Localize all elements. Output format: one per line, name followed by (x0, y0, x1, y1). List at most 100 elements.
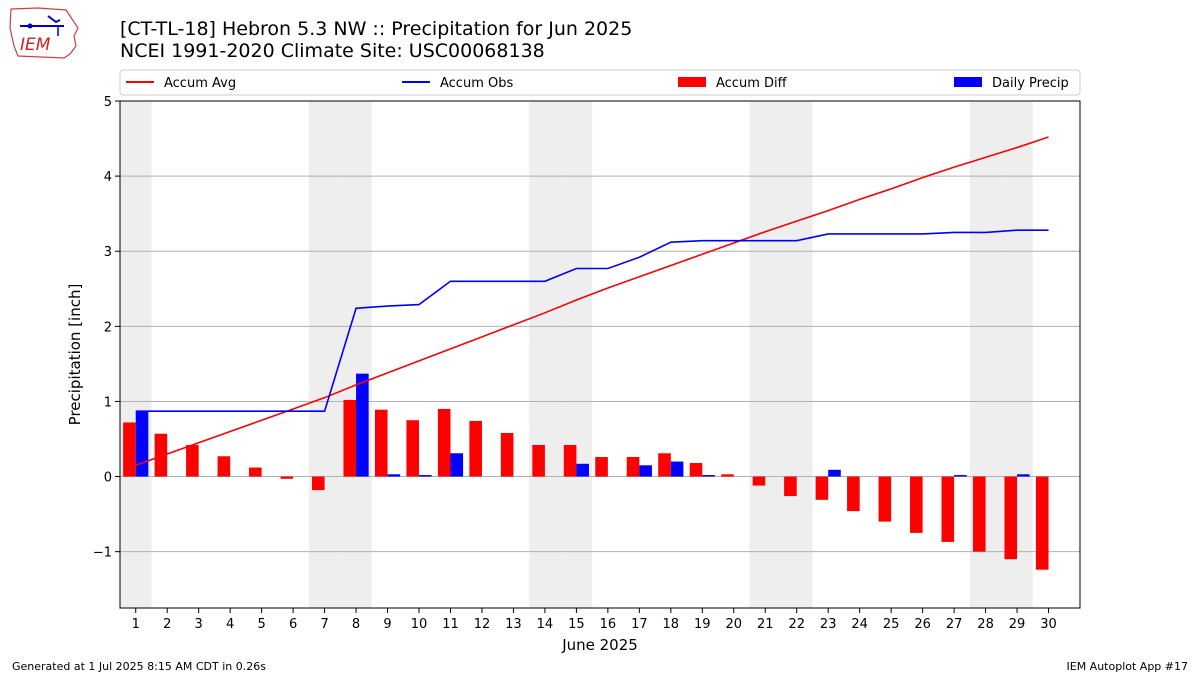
diff-bar (249, 467, 262, 477)
weekend-shade (340, 101, 372, 608)
x-tick-label: 13 (505, 617, 522, 632)
diff-bar (123, 422, 136, 477)
diff-bar (469, 420, 482, 477)
legend-label: Accum Diff (716, 76, 788, 91)
diff-bar (626, 457, 640, 477)
weekend-shading (120, 101, 1033, 608)
x-tick-label: 6 (289, 617, 297, 632)
daily-precip-bar (450, 453, 464, 477)
y-tick-label: 2 (104, 320, 112, 335)
x-tick-label: 14 (537, 617, 554, 632)
x-tick-label: 26 (914, 617, 931, 632)
diff-bar (500, 432, 514, 477)
diff-bar (815, 476, 829, 500)
diff-bar (878, 476, 892, 522)
diff-bar (563, 445, 577, 477)
weekend-shade (308, 101, 341, 608)
diff-bar (186, 445, 199, 477)
diff-bar (689, 463, 703, 477)
x-tick-label: 20 (725, 617, 742, 632)
x-tick-label: 28 (977, 617, 994, 632)
x-tick-label: 1 (132, 617, 140, 632)
bars (123, 373, 1049, 570)
y-axis-label: Precipitation [inch] (66, 284, 84, 426)
legend-box (119, 69, 1081, 96)
daily-precip-bar (135, 411, 149, 477)
x-tick-label: 16 (600, 617, 617, 632)
x-tick-label: 9 (383, 617, 391, 632)
diff-bar (154, 433, 168, 477)
diff-bar (280, 476, 294, 479)
diff-bar (312, 476, 325, 491)
x-axis-label: June 2025 (561, 636, 638, 654)
diff-bar (437, 408, 451, 477)
diff-bar (595, 457, 608, 477)
diff-bar (847, 476, 860, 512)
diff-bar (217, 456, 231, 477)
y-tick-label: −1 (93, 546, 112, 561)
diff-bar (1004, 476, 1018, 560)
x-tick-label: 23 (820, 617, 837, 632)
daily-precip-bar (1017, 474, 1030, 477)
weekend-shade (749, 101, 781, 608)
diff-bar (721, 474, 734, 477)
x-tick-label: 25 (883, 617, 900, 632)
daily-precip-bar (419, 475, 432, 477)
daily-precip-bar (387, 474, 401, 477)
daily-precip-bar (670, 461, 684, 477)
x-tick-label: 12 (474, 617, 491, 632)
legend-swatch (954, 77, 982, 87)
logo-text: IEM (20, 35, 51, 55)
y-tick-label: 3 (104, 245, 112, 260)
diff-bar (752, 476, 766, 486)
weekend-shade (560, 101, 593, 608)
accum-obs-line (135, 229, 1049, 413)
y-tick-label: 0 (104, 471, 112, 486)
lines (135, 136, 1049, 467)
daily-precip-bar (356, 373, 369, 477)
diff-bar (343, 399, 357, 477)
x-tick-label: 5 (257, 617, 265, 632)
legend: Accum Avg Accum Obs Accum Diff Daily Precip (119, 69, 1081, 96)
x-tick-label: 24 (851, 617, 868, 632)
grid-lines (120, 100, 1080, 553)
legend-swatch (678, 77, 706, 87)
diff-bar (910, 476, 923, 533)
chart-subtitle: NCEI 1991-2020 Climate Site: USC00068138 (120, 40, 545, 62)
legend-label: Accum Obs (440, 76, 513, 91)
x-tick-label: 21 (757, 617, 774, 632)
x-tick-label: 3 (195, 617, 203, 632)
x-tick-label: 2 (163, 617, 171, 632)
y-tick-label: 5 (104, 95, 112, 110)
legend-label: Daily Precip (992, 76, 1069, 91)
diff-bar (406, 420, 420, 477)
diff-bar (784, 476, 797, 497)
daily-precip-bar (576, 463, 589, 477)
footer-generated: Generated at 1 Jul 2025 8:15 AM CDT in 0… (12, 660, 266, 673)
footer-app: IEM Autoplot App #17 (1066, 660, 1189, 673)
x-tick-label: 15 (568, 617, 585, 632)
x-tick-label: 18 (663, 617, 680, 632)
daily-precip-bar (828, 469, 841, 477)
x-tick-label: 17 (631, 617, 648, 632)
iem-logo: IEM (9, 7, 79, 59)
diff-bar (1035, 476, 1049, 570)
x-tick-label: 22 (788, 617, 805, 632)
diff-bar (941, 476, 955, 542)
x-tick-label: 30 (1040, 617, 1057, 632)
daily-precip-bar (702, 475, 715, 477)
weekend-shade (120, 101, 152, 608)
x-tick-label: 7 (320, 617, 328, 632)
y-tick-label: 4 (104, 170, 112, 185)
diff-bar (972, 476, 986, 552)
x-tick-label: 10 (411, 617, 428, 632)
daily-precip-bar (639, 465, 652, 477)
weekend-shade (780, 101, 813, 608)
diff-bar (532, 445, 545, 477)
y-tick-label: 1 (104, 395, 112, 410)
x-tick-label: 27 (946, 617, 963, 632)
x-tick-label: 29 (1009, 617, 1026, 632)
diff-bar (374, 409, 388, 477)
